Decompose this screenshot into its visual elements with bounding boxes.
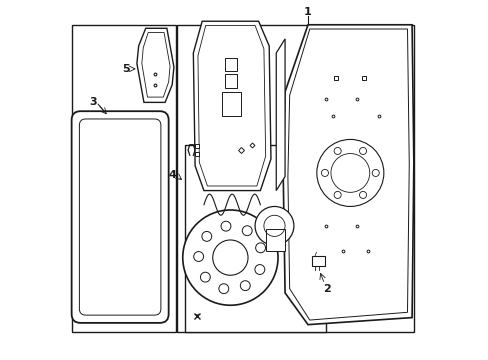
Circle shape — [255, 207, 293, 245]
Bar — [71, 25, 175, 332]
Circle shape — [219, 284, 228, 294]
Circle shape — [193, 252, 203, 261]
Bar — [224, 74, 237, 88]
Circle shape — [200, 272, 210, 282]
Bar — [224, 58, 237, 71]
Polygon shape — [137, 28, 174, 102]
Circle shape — [359, 147, 366, 154]
Text: 2: 2 — [323, 284, 330, 294]
Circle shape — [255, 243, 265, 253]
Circle shape — [242, 226, 252, 236]
Text: 4: 4 — [168, 170, 176, 180]
Circle shape — [254, 265, 264, 274]
Circle shape — [221, 221, 230, 231]
Circle shape — [183, 210, 278, 305]
Circle shape — [371, 170, 379, 176]
Bar — [177, 25, 413, 332]
Circle shape — [359, 192, 366, 198]
FancyBboxPatch shape — [71, 111, 168, 323]
Circle shape — [202, 231, 211, 241]
Polygon shape — [276, 39, 285, 190]
Polygon shape — [283, 25, 413, 325]
Text: 5: 5 — [122, 64, 130, 74]
Text: 1: 1 — [304, 8, 311, 17]
Circle shape — [240, 281, 250, 291]
Bar — [265, 229, 285, 251]
Bar — [184, 145, 325, 332]
Bar — [311, 256, 324, 266]
Circle shape — [333, 192, 341, 198]
Circle shape — [321, 170, 328, 176]
Polygon shape — [193, 21, 270, 190]
Circle shape — [212, 240, 247, 275]
Text: 3: 3 — [89, 98, 97, 107]
FancyBboxPatch shape — [79, 119, 161, 315]
Circle shape — [333, 147, 341, 154]
Bar — [221, 92, 241, 117]
